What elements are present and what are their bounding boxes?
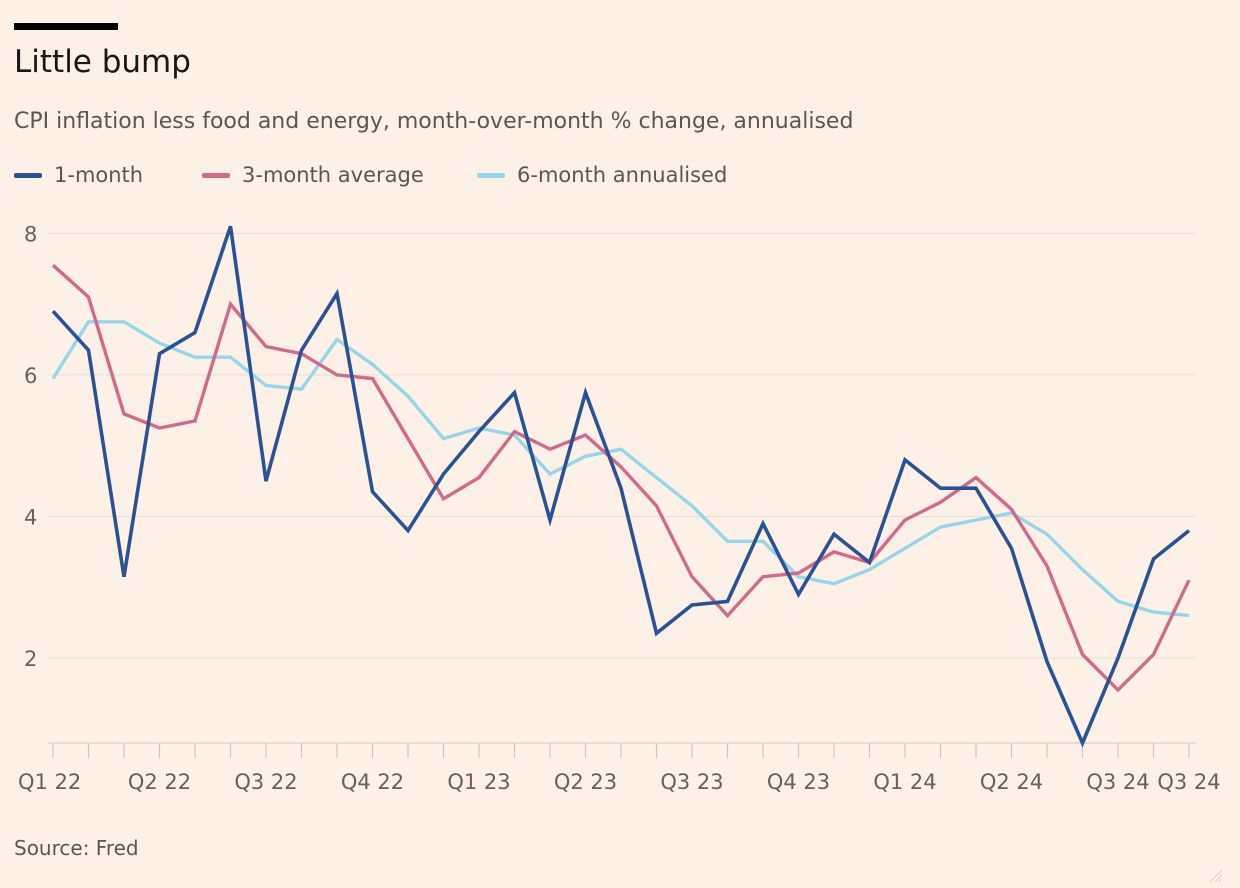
- legend-label-1-month: 1-month: [54, 163, 144, 187]
- x-tick-label: Q3 24: [1157, 770, 1220, 794]
- x-tick-label: Q1 22: [18, 770, 81, 794]
- x-tick-label: Q3 24: [1086, 770, 1149, 794]
- series-lines: [51, 225, 1191, 748]
- x-tick-label: Q2 24: [980, 770, 1043, 794]
- grid-lines: 2 4 6 8: [24, 222, 1196, 671]
- legend-item-6-month-annualised: 6-month annualised: [477, 163, 727, 187]
- title-accent-bar: [14, 23, 118, 30]
- legend-swatch-3-month-average: [202, 172, 230, 178]
- legend-item-3-month-average: 3-month average: [202, 163, 424, 187]
- legend-swatch-6-month-annualised: [477, 172, 505, 178]
- y-tick-label: 2: [24, 647, 37, 671]
- series-line-6-month-annualised: [51, 320, 1190, 618]
- y-tick-label: 6: [24, 364, 37, 388]
- x-axis: Q1 22 Q2 22 Q3 22 Q4 22 Q1 23 Q2 23 Q3 23 Q4 23…: [18, 742, 1221, 794]
- legend-label-3-month-average: 3-month average: [242, 163, 424, 187]
- chart-subtitle: CPI inflation less food and energy, mont…: [14, 109, 854, 134]
- series-line-1-month: [51, 225, 1191, 748]
- x-tick-label: Q4 22: [341, 770, 404, 794]
- y-tick-label: 4: [24, 505, 37, 529]
- legend-label-6-month-annualised: 6-month annualised: [517, 163, 728, 187]
- x-tick-label: Q1 23: [447, 770, 510, 794]
- legend-swatch-1-month: [14, 172, 42, 178]
- source-note: Source: Fred: [14, 836, 139, 860]
- x-tick-label: Q1 24: [873, 770, 936, 794]
- line-chart: 2 4 6 8 Q1 22 Q2 22 Q3 22 Q4 22 Q1 23 Q2 23 Q3 23…: [18, 222, 1221, 794]
- series-line-3-month-average: [51, 263, 1191, 693]
- resize-grip-icon: [1209, 869, 1222, 882]
- x-tick-label: Q2 22: [128, 770, 191, 794]
- chart-title: Little bump: [14, 44, 191, 80]
- x-tick-label: Q4 23: [767, 770, 830, 794]
- x-tick-label: Q3 22: [234, 770, 297, 794]
- y-tick-label: 8: [24, 222, 37, 246]
- x-tick-label: Q2 23: [554, 770, 617, 794]
- legend-item-1-month: 1-month: [14, 163, 143, 187]
- x-tick-label: Q3 23: [660, 770, 723, 794]
